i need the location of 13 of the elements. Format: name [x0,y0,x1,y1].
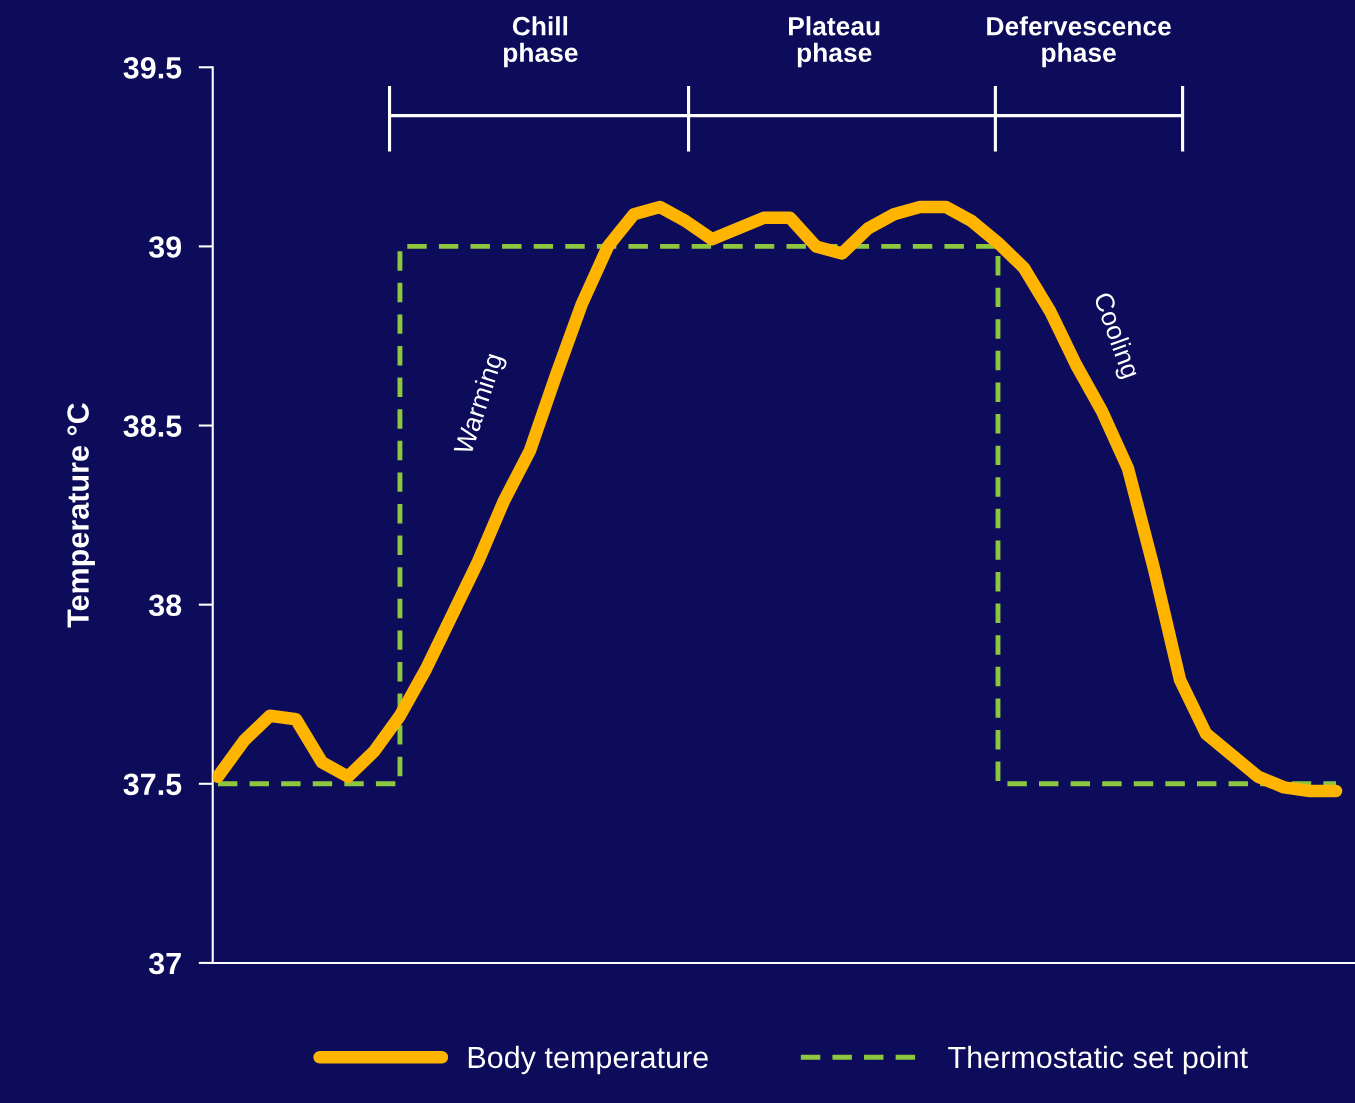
y-tick-label: 37.5 [123,773,182,796]
legend-label: Thermostatic set point [948,1045,1248,1075]
legend-label: Body temperature [468,1045,708,1075]
y-axis-title: Temperature °C [67,403,95,628]
text: Defervescence phase [987,16,1171,68]
text: Plateau phase [789,16,880,68]
y-tick-label: 37 [148,952,181,975]
y-tick-label: 39.5 [123,57,182,79]
y-tick-label: 38.5 [123,415,182,437]
annotation: Cooling [1088,290,1142,381]
y-tick-label: 39 [148,236,182,258]
y-tick-label: 38 [148,594,182,617]
text: Chill phase [503,16,578,68]
